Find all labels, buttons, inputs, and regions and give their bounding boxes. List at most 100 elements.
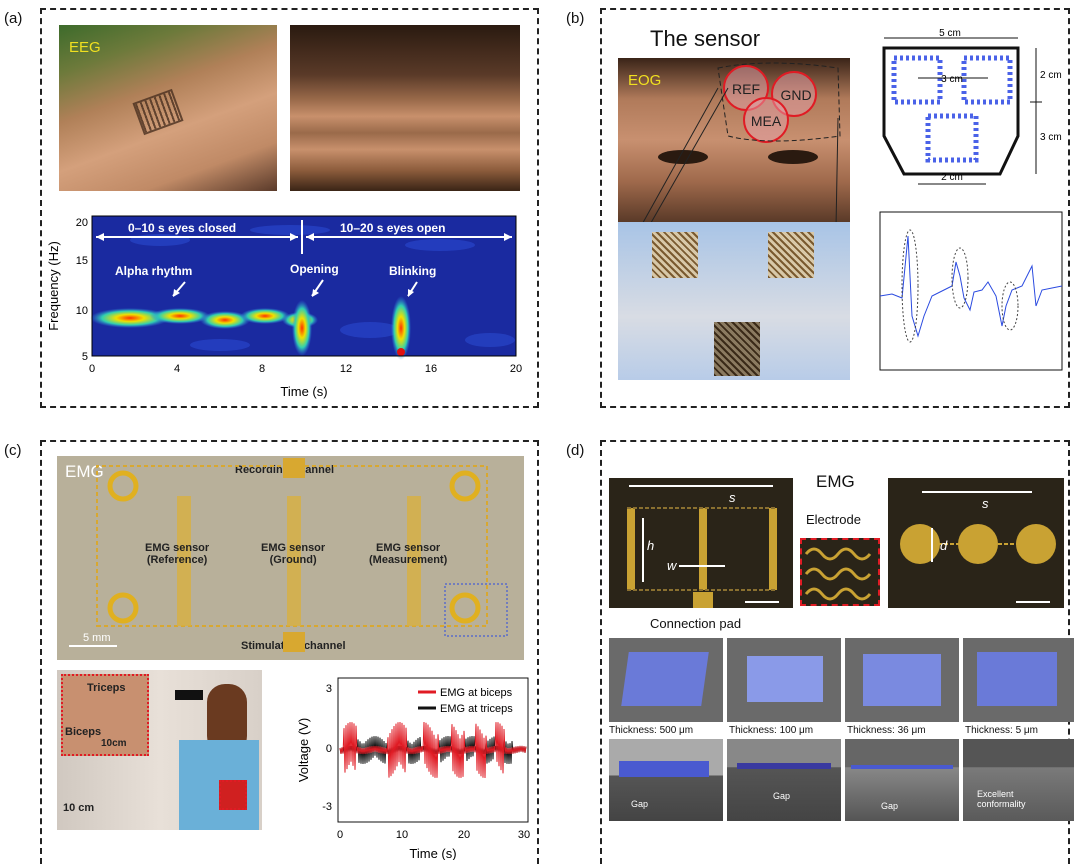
thickness-36: Thickness: 36 μm — [847, 725, 926, 736]
blink-hotspot — [397, 348, 405, 356]
connection-pad-label: Connection pad — [650, 616, 742, 631]
biceps-label: Biceps — [65, 726, 102, 738]
electrode-zoom — [800, 538, 880, 606]
sensor-outline — [882, 46, 1020, 176]
dim-r2: 3 cm — [1040, 132, 1062, 143]
sem-img — [845, 638, 959, 722]
opening-blob — [292, 300, 312, 356]
w-label: w — [667, 558, 678, 573]
sem-img — [727, 638, 841, 722]
eog-tag: EOG — [628, 72, 662, 89]
opening-label: Opening — [290, 262, 339, 276]
inset-scale: 10cm — [101, 738, 127, 749]
emg-sensor-photo-2: s d — [888, 478, 1064, 608]
eeg-sensor-patch — [132, 88, 184, 136]
ytick: 3 — [326, 683, 332, 695]
d-label: d — [940, 538, 948, 553]
segment1-label: 0–10 s eyes closed — [128, 221, 236, 235]
spectrogram-ylabel: Frequency (Hz) — [46, 241, 61, 331]
sensor-layout-diagram: 5 cm 3 cm 2 cm 3 cm 2 cm — [882, 28, 1062, 185]
eog-trace — [879, 235, 1063, 338]
xtick: 20 — [458, 829, 470, 841]
eog-amplitude-chart — [879, 211, 1063, 371]
dim-top: 5 cm — [939, 28, 961, 39]
xtick: 0 — [337, 829, 343, 841]
sem-cross: Gap — [609, 739, 723, 821]
sem-img — [609, 638, 723, 722]
panel-a-label: (a) — [4, 10, 23, 27]
device-scale: 5 mm — [83, 632, 111, 644]
emg-device-photo: EMG Recording channel Stimulation channe… — [57, 456, 524, 660]
legend-black: EMG at triceps — [440, 703, 513, 715]
legend-red: EMG at biceps — [440, 687, 513, 699]
panel-b-label: (b) — [566, 10, 585, 27]
thickness-500: Thickness: 500 μm — [609, 725, 694, 736]
emg-title: EMG — [816, 472, 855, 491]
gnd-label: GND — [780, 87, 811, 103]
thickness-5: Thickness: 5 μm — [965, 725, 1039, 736]
sem-img — [963, 638, 1074, 722]
eeg-tag: EEG — [69, 39, 101, 56]
sem-cross: Gap — [845, 739, 959, 821]
s2-label: s — [982, 496, 989, 511]
sensor-ground-label: EMG sensor (Ground) — [261, 542, 326, 566]
sensor-meas-label: EMG sensor (Measurement) — [369, 542, 448, 566]
eeg-photo-head: EEG — [59, 25, 277, 191]
spectrogram-xlabel: Time (s) — [280, 384, 327, 399]
sem-bottom-row: Gap Gap Gap Excellent conformality — [609, 739, 1074, 821]
arm-photo: Triceps Biceps 10cm 10 cm — [57, 670, 262, 830]
s1-label: s — [729, 490, 736, 505]
spectrogram-chart: 0–10 s eyes closed 10–20 s eyes open Alp… — [46, 215, 522, 399]
xtick: 10 — [396, 829, 408, 841]
segment2-label: 10–20 s eyes open — [340, 221, 445, 235]
electrode-label: Electrode — [806, 512, 861, 527]
xtick: 4 — [174, 363, 180, 375]
dim-r1: 2 cm — [1040, 70, 1062, 81]
ytick: 10 — [76, 305, 88, 317]
xtick: 20 — [510, 363, 522, 375]
xtick: 12 — [340, 363, 352, 375]
photo-scale: 10 cm — [63, 802, 95, 814]
sem-cross: Excellent conformality — [963, 739, 1074, 821]
blinking-label: Blinking — [389, 264, 436, 278]
eog-electrode-overlay: REF GND MEA — [642, 62, 841, 222]
arm-inset: Triceps Biceps 10cm — [61, 674, 149, 756]
gap-label: Gap — [631, 799, 649, 809]
alpha-label: Alpha rhythm — [115, 264, 192, 278]
mesh-right — [961, 55, 1013, 105]
eog-sensor-photo — [618, 222, 850, 380]
xtick: 30 — [518, 829, 530, 841]
panel-d-label: (d) — [566, 442, 585, 459]
biceps-trace — [339, 721, 527, 779]
thickness-labels: Thickness: 500 μm Thickness: 100 μm Thic… — [609, 725, 1074, 737]
voltage-ylabel: Voltage (V) — [296, 718, 311, 782]
mea-label: MEA — [751, 113, 782, 129]
mesh-left — [891, 55, 943, 105]
ytick: 20 — [76, 217, 88, 229]
panel-c-label: (c) — [4, 442, 22, 459]
ytick: -3 — [322, 801, 332, 813]
blinking-blob — [391, 296, 411, 360]
ytick: 5 — [82, 351, 88, 363]
eeg-photo-skin — [290, 25, 520, 191]
gap-label: Gap — [881, 801, 899, 811]
xtick: 0 — [89, 363, 95, 375]
gap-label: Gap — [773, 791, 791, 801]
panel-b — [600, 8, 1070, 408]
xtick: 16 — [425, 363, 437, 375]
emg-traces — [339, 721, 527, 779]
panel-a — [40, 8, 539, 408]
voltage-xlabel: Time (s) — [409, 846, 456, 860]
emg-tag: EMG — [65, 462, 104, 481]
sensor-title: The sensor — [650, 26, 761, 51]
h-label: h — [647, 538, 654, 553]
xtick: 8 — [259, 363, 265, 375]
sensor-ref-label: EMG sensor (Reference) — [145, 542, 210, 566]
ytick: 15 — [76, 255, 88, 267]
sem-cross: Gap — [727, 739, 841, 821]
mesh-bottom — [925, 113, 979, 163]
dim-bottom: 2 cm — [941, 172, 963, 183]
sem-top-row — [609, 638, 1074, 722]
thickness-100: Thickness: 100 μm — [729, 725, 814, 736]
dim-mid: 3 cm — [941, 74, 963, 85]
